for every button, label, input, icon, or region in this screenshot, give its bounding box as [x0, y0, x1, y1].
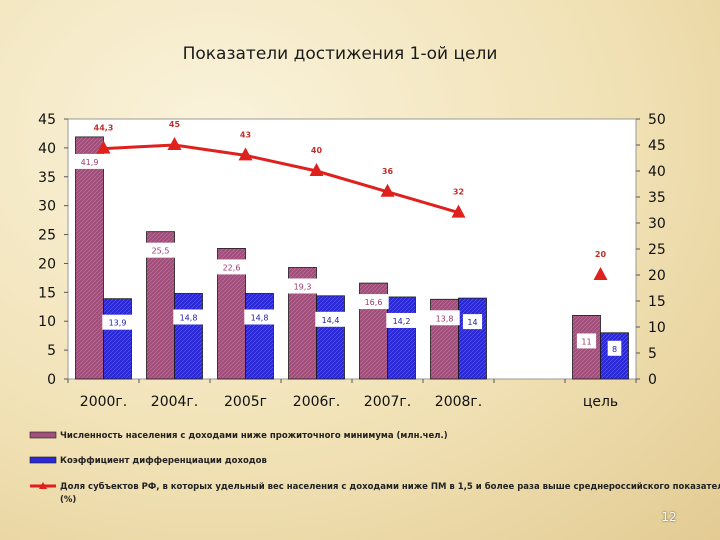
- line-marker: [96, 140, 111, 154]
- data-label-share: 32: [453, 188, 464, 197]
- data-label-poverty-box: [74, 153, 105, 169]
- data-label-share: 20: [595, 250, 607, 259]
- bar-income-coefficient: [387, 296, 416, 380]
- data-label-poverty: 13,8: [436, 314, 454, 323]
- data-label-share: 43: [240, 130, 251, 139]
- y-right-tick-label: 50: [648, 112, 666, 128]
- data-label-coefficient-box: [386, 312, 417, 328]
- legend-label: Коэффициент дифференциации доходов: [60, 456, 267, 466]
- legend-label: Численность населения с доходами ниже пр…: [60, 431, 448, 441]
- bar-poverty-population: [75, 136, 104, 380]
- line-marker: [167, 137, 182, 150]
- y-right-tick-label: 25: [648, 242, 666, 258]
- x-tick-label: цель: [583, 394, 618, 410]
- line-marker: [238, 147, 253, 161]
- data-label-poverty: 25,5: [152, 247, 170, 256]
- bar-income-coefficient: [174, 293, 203, 380]
- y-left-tick-label: 20: [38, 256, 56, 272]
- data-label-coefficient: 8: [612, 345, 617, 354]
- y-right-tick-label: 5: [648, 346, 657, 362]
- data-label-coefficient: 14,4: [322, 316, 340, 325]
- y-left-tick-label: 5: [47, 343, 56, 359]
- data-label-coefficient-box: [173, 309, 204, 325]
- data-label-poverty-box: [216, 259, 247, 275]
- y-right-tick-label: 40: [648, 164, 666, 180]
- y-left-tick-label: 10: [38, 314, 56, 330]
- y-left-tick-label: 35: [38, 170, 56, 186]
- data-label-coefficient: 14: [467, 318, 477, 327]
- data-label-poverty-box: [429, 310, 460, 326]
- line-marker: [380, 183, 395, 197]
- data-label-coefficient-box: [607, 340, 622, 356]
- data-label-poverty-box: [287, 278, 318, 294]
- data-label-coefficient-box: [244, 309, 275, 325]
- y-left-tick-label: 45: [38, 112, 56, 128]
- data-label-share: 44,3: [94, 124, 114, 133]
- y-right-tick-label: 20: [648, 268, 666, 284]
- data-label-poverty: 22,6: [223, 263, 241, 272]
- legend-swatch-marker: [39, 482, 47, 489]
- data-label-coefficient: 14,2: [393, 317, 411, 326]
- legend-swatch: [29, 431, 57, 439]
- bar-income-coefficient: [600, 332, 629, 380]
- legend-label: Доля субъектов РФ, в которых удельный ве…: [60, 481, 720, 492]
- data-label-poverty-box: [145, 242, 176, 258]
- data-label-poverty-box: [358, 294, 389, 310]
- y-left-tick-label: 0: [47, 372, 56, 388]
- line-marker: [309, 163, 324, 176]
- line-marker: [451, 204, 466, 218]
- bar-income-coefficient: [316, 295, 345, 380]
- x-tick-label: 2000г.: [80, 394, 127, 410]
- y-left-tick-label: 30: [38, 199, 56, 215]
- data-label-share: 45: [169, 120, 181, 129]
- data-label-poverty: 16,6: [365, 298, 383, 307]
- bar-income-coefficient: [458, 297, 487, 380]
- y-right-tick-label: 45: [648, 138, 666, 154]
- x-tick-label: 2008г.: [435, 394, 482, 410]
- y-right-tick-label: 0: [648, 372, 657, 388]
- bar-income-coefficient: [245, 293, 274, 380]
- x-tick-label: 2007г.: [364, 394, 411, 410]
- x-tick-label: 2005г: [224, 394, 267, 410]
- y-right-tick-label: 30: [648, 216, 666, 232]
- data-label-share: 40: [311, 146, 323, 155]
- x-tick-label: 2006г.: [293, 394, 340, 410]
- legend-label-cont: (%): [60, 495, 76, 505]
- data-label-coefficient: 14,8: [251, 313, 269, 322]
- data-label-poverty-box: [576, 333, 597, 349]
- bar-income-coefficient: [103, 298, 132, 380]
- data-label-share: 36: [382, 167, 394, 176]
- data-label-poverty: 41,9: [81, 158, 99, 167]
- data-label-coefficient: 14,8: [180, 313, 198, 322]
- slide-title: Показатели достижения 1-ой цели: [182, 44, 498, 64]
- y-left-tick-label: 15: [38, 285, 56, 301]
- y-right-tick-label: 15: [648, 294, 666, 310]
- x-tick-label: 2004г.: [151, 394, 198, 410]
- data-label-coefficient-box: [315, 311, 346, 327]
- y-left-tick-label: 40: [38, 141, 56, 157]
- data-label-poverty: 19,3: [294, 282, 312, 291]
- line-share-regions: [103, 143, 459, 215]
- legend-swatch: [29, 456, 57, 464]
- y-left-tick-label: 25: [38, 228, 56, 244]
- data-label-poverty: 11: [581, 337, 591, 346]
- y-right-tick-label: 35: [648, 190, 666, 206]
- data-label-coefficient: 13,9: [109, 319, 127, 328]
- page-number: 12: [661, 510, 677, 524]
- data-label-coefficient-box: [462, 314, 483, 330]
- y-right-tick-label: 10: [648, 320, 666, 336]
- line-marker: [593, 267, 608, 280]
- data-label-coefficient-box: [102, 314, 133, 330]
